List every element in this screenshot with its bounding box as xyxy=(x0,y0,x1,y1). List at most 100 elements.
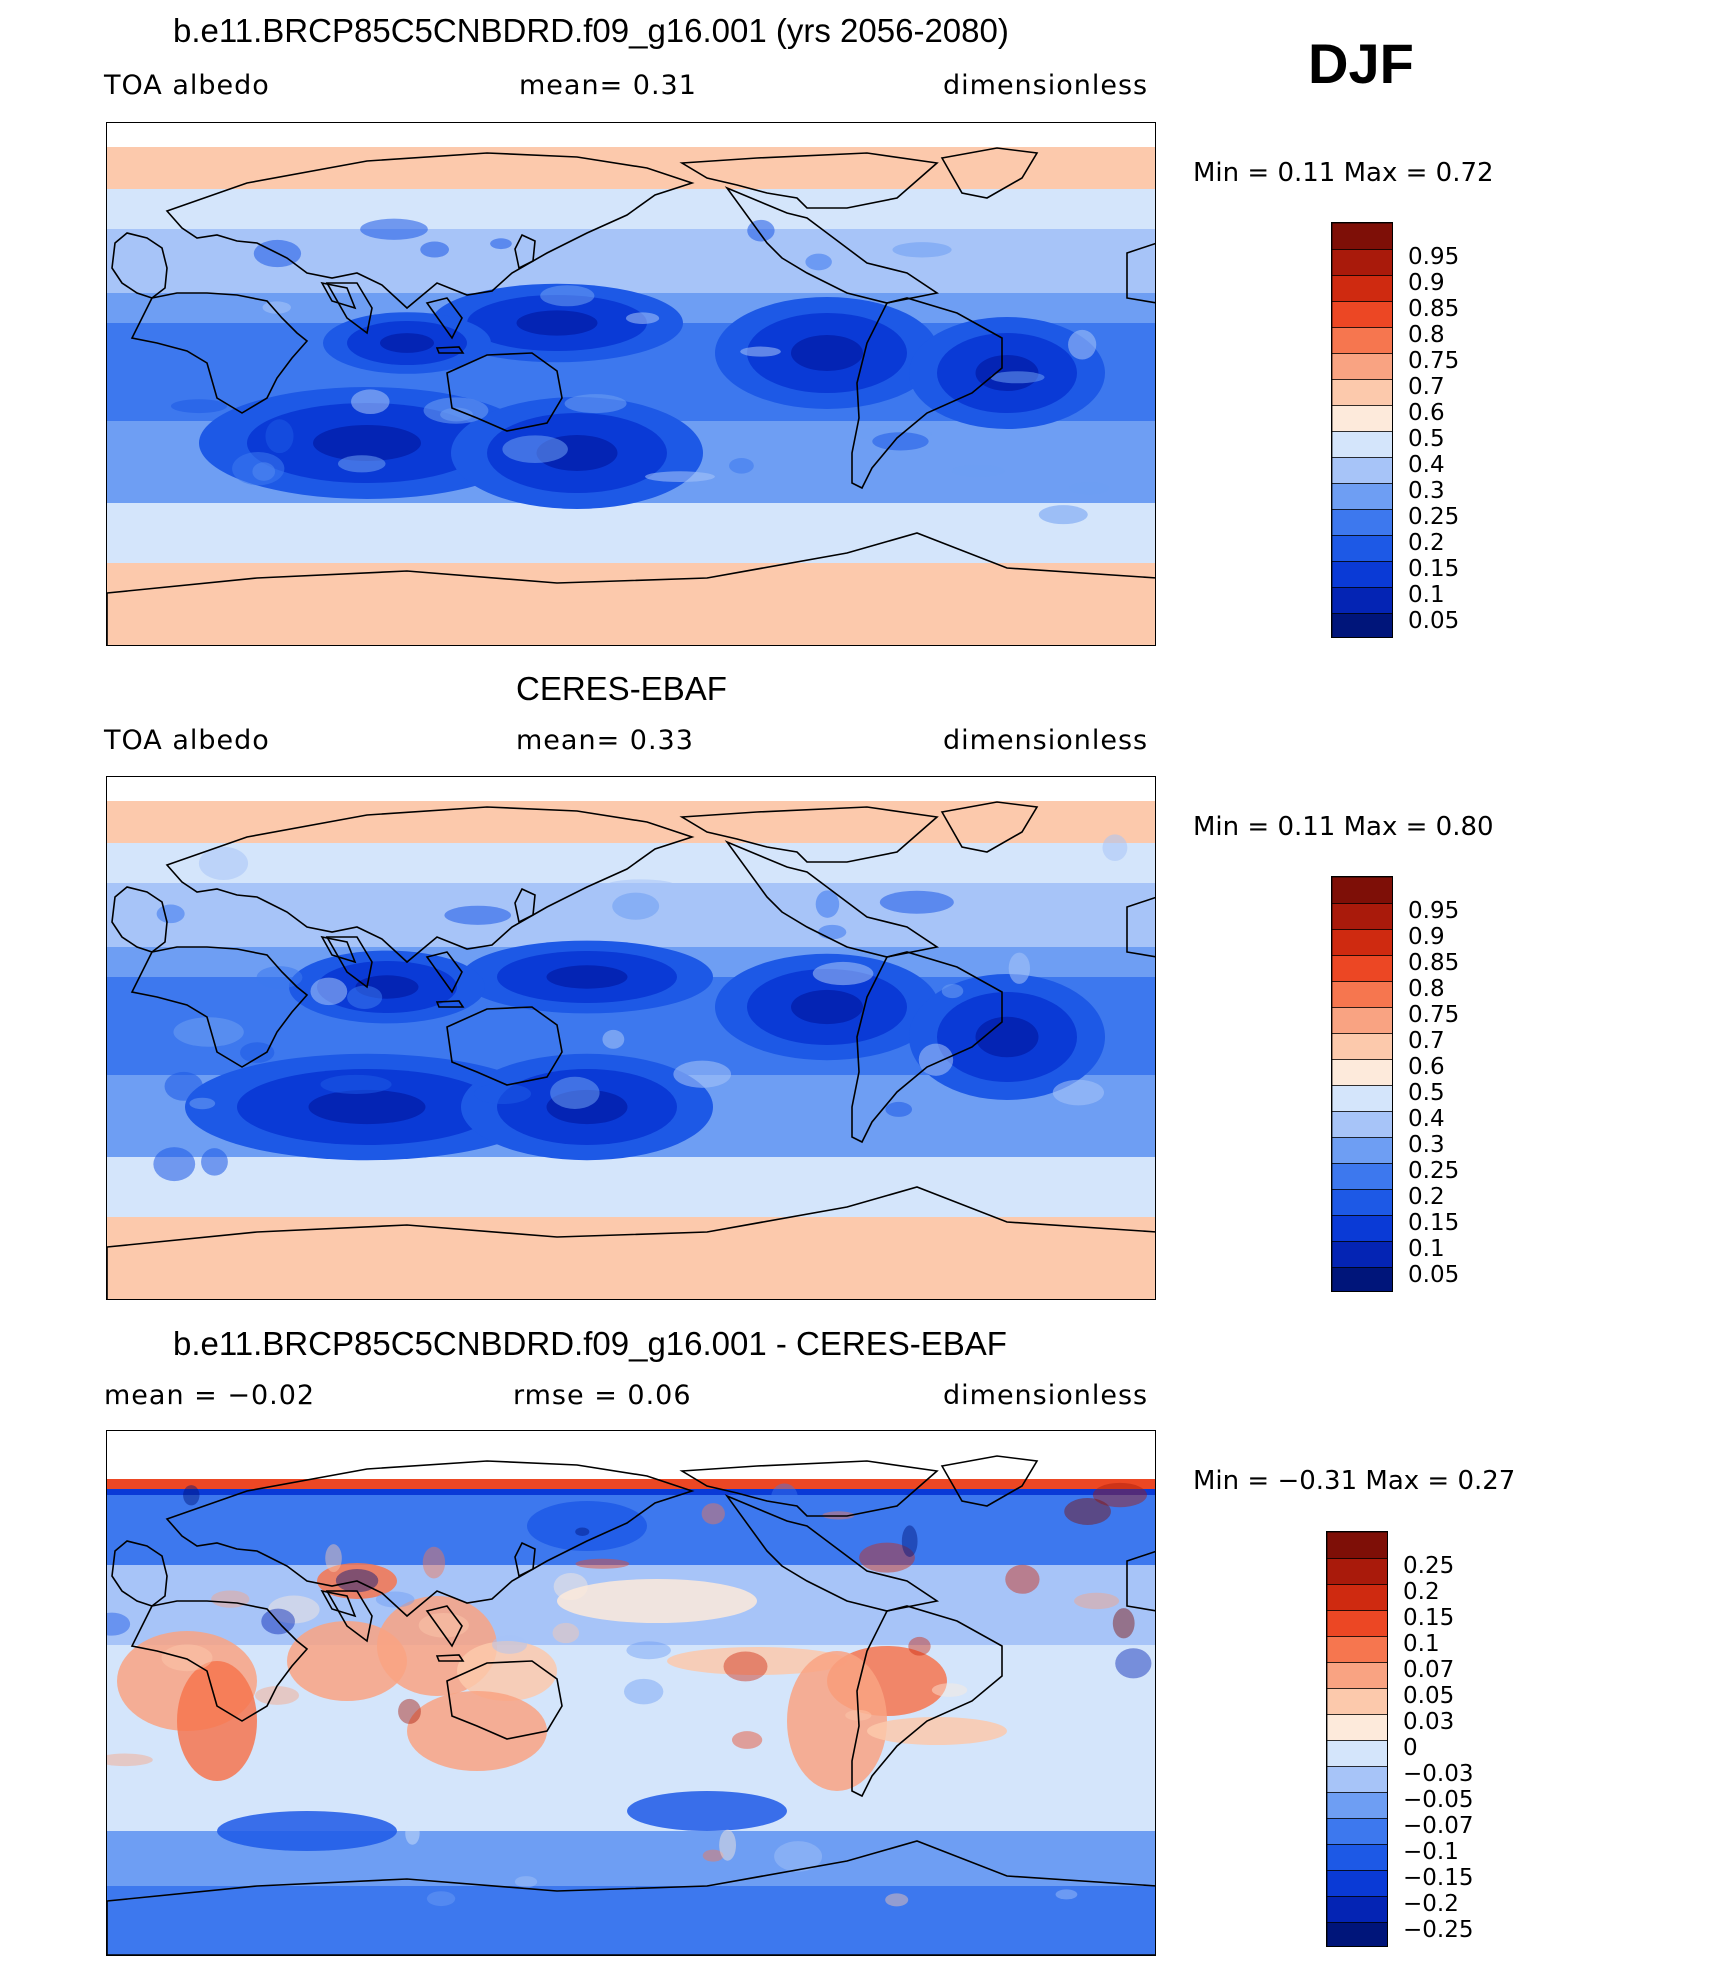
contour-region xyxy=(1092,1482,1147,1508)
colorbar-swatch xyxy=(1332,430,1392,458)
contour-region xyxy=(612,892,660,920)
colorbar-tick-label: 0.75 xyxy=(1408,1002,1460,1028)
contour-region xyxy=(457,1641,557,1701)
coastline xyxy=(165,806,695,964)
colorbar-tick-label: 0.05 xyxy=(1408,608,1460,634)
colorbar-tick-label: −0.07 xyxy=(1403,1813,1474,1839)
colorbar-tick-label: 0.7 xyxy=(1408,1028,1445,1054)
colorbar-swatch xyxy=(1327,1921,1387,1946)
contour-region xyxy=(564,394,627,414)
contour-region xyxy=(892,242,952,258)
colorbar-swatch xyxy=(1327,1713,1387,1741)
contour-region xyxy=(265,419,294,454)
panel2-mean-label: mean= 0.33 xyxy=(516,725,694,756)
contour-region xyxy=(1112,1608,1135,1639)
colorbar-tick-label: 0.5 xyxy=(1408,426,1445,452)
contour-region xyxy=(623,1678,664,1705)
contour-region xyxy=(380,333,434,353)
contour-region xyxy=(1005,1564,1040,1594)
contour-region xyxy=(198,846,249,880)
colorbar-tick-label: 0.15 xyxy=(1408,1210,1460,1236)
colorbar-tick-label: 0.95 xyxy=(1408,244,1460,270)
contour-region xyxy=(492,1635,528,1654)
colorbar-swatch xyxy=(1332,954,1392,982)
contour-region xyxy=(729,457,754,474)
colorbar-tick-label: 0.5 xyxy=(1408,1080,1445,1106)
panel3-map-canvas xyxy=(107,1431,1155,1955)
contour-region xyxy=(164,1071,203,1101)
colorbar-swatch xyxy=(1332,508,1392,536)
coastline xyxy=(107,532,1155,645)
contour-region xyxy=(107,563,1155,645)
contour-region xyxy=(575,1558,630,1569)
contour-region xyxy=(170,399,228,414)
colorbar-swatch xyxy=(1332,1058,1392,1086)
contour-region xyxy=(516,310,598,336)
contour-region xyxy=(177,1661,257,1781)
contour-region xyxy=(107,1489,1155,1495)
colorbar-tick-label: 0.15 xyxy=(1408,556,1460,582)
contour-region xyxy=(606,879,676,892)
panel3-map xyxy=(106,1430,1156,1956)
contour-region xyxy=(885,1893,909,1907)
contour-region xyxy=(255,1686,300,1705)
coastline xyxy=(514,1541,536,1578)
contour-region xyxy=(552,1622,580,1644)
coastline xyxy=(325,936,373,989)
contour-region xyxy=(107,777,1155,805)
colorbar-swatch xyxy=(1332,902,1392,930)
colorbar-swatch xyxy=(1327,1895,1387,1923)
contour-region xyxy=(975,1016,1039,1058)
coastline xyxy=(514,233,536,270)
contour-region xyxy=(1115,1648,1152,1679)
panel2-map xyxy=(106,776,1156,1300)
colorbar-tick-label: 0.2 xyxy=(1408,1184,1445,1210)
colorbar-tick-label: 0.8 xyxy=(1408,322,1445,348)
contour-region xyxy=(812,961,874,986)
coastline xyxy=(320,1589,357,1618)
contour-region xyxy=(625,312,660,324)
coastline xyxy=(435,1000,465,1008)
season-label: DJF xyxy=(1308,32,1414,95)
contour-region xyxy=(872,432,929,451)
colorbar-tick-label: 0.85 xyxy=(1408,296,1460,322)
contour-region xyxy=(1038,505,1088,525)
colorbar-swatch xyxy=(1332,1240,1392,1268)
contour-region xyxy=(627,1791,787,1831)
contour-region xyxy=(550,1076,600,1110)
contour-region xyxy=(673,1060,732,1088)
contour-region xyxy=(540,285,595,307)
panel2-title: CERES-EBAF xyxy=(516,670,727,707)
contour-region xyxy=(422,1546,446,1579)
colorbar-tick-label: 0.03 xyxy=(1403,1709,1455,1735)
contour-region xyxy=(701,1503,725,1525)
colorbar-swatch xyxy=(1332,378,1392,406)
contour-region xyxy=(575,1527,590,1537)
contour-region xyxy=(774,1841,823,1872)
coastline xyxy=(679,1460,939,1517)
contour-region xyxy=(514,1876,538,1888)
contour-region xyxy=(791,335,863,371)
contour-region xyxy=(941,983,964,999)
contour-region xyxy=(805,253,832,271)
panel3-mean-label: mean = −0.02 xyxy=(104,1380,316,1411)
colorbar-swatch xyxy=(1327,1557,1387,1585)
panel3-rmse-label: rmse = 0.06 xyxy=(513,1380,692,1411)
contour-region xyxy=(268,1595,320,1624)
coastline xyxy=(320,281,357,310)
colorbar-swatch xyxy=(1332,1162,1392,1190)
colorbar-tick-label: 0.3 xyxy=(1408,1132,1445,1158)
contour-region xyxy=(731,1731,763,1749)
coastline xyxy=(940,147,1039,199)
contour-region xyxy=(313,425,421,461)
coastline xyxy=(111,886,168,953)
contour-region xyxy=(859,1542,915,1573)
contour-region xyxy=(901,1525,918,1558)
coastline xyxy=(130,946,309,1068)
contour-region xyxy=(217,1811,397,1851)
colorbar-tick-label: 0.1 xyxy=(1403,1631,1440,1657)
contour-region xyxy=(527,1501,647,1551)
colorbar-tick-label: 0.2 xyxy=(1403,1579,1440,1605)
contour-region xyxy=(338,455,386,473)
coastline xyxy=(446,1660,563,1740)
